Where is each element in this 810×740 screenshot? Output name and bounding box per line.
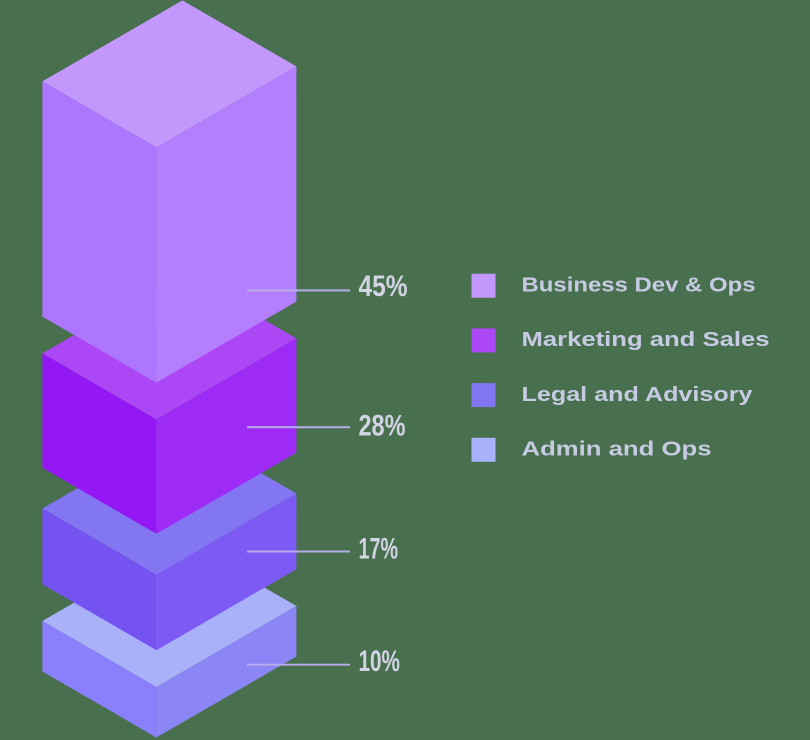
svg-text:10%: 10% — [359, 645, 401, 678]
svg-text:17%: 17% — [359, 533, 399, 566]
svg-text:Marketing and Sales: Marketing and Sales — [522, 328, 770, 351]
svg-text:Admin and Ops: Admin and Ops — [522, 438, 712, 461]
svg-text:45%: 45% — [359, 270, 408, 303]
svg-text:Legal and Advisory: Legal and Advisory — [522, 383, 754, 406]
svg-text:Business Dev & Ops: Business Dev & Ops — [522, 274, 756, 297]
svg-text:28%: 28% — [359, 410, 406, 443]
